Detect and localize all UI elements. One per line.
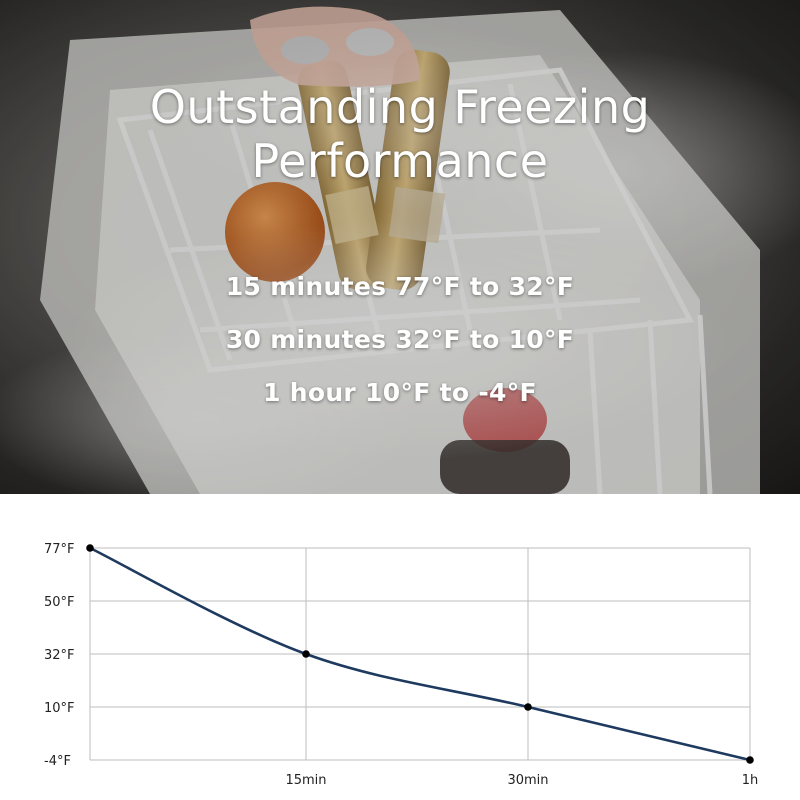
temperature-series-line xyxy=(89,546,751,762)
y-axis-tick-labels: 77°F 50°F 32°F 10°F -4°F xyxy=(44,542,75,769)
x-tick-label-15min: 15min xyxy=(285,773,326,788)
data-point-2 xyxy=(524,703,532,711)
data-point-0 xyxy=(86,544,94,552)
x-axis-tick-labels: 15min 30min 1h xyxy=(285,773,758,788)
spec-line-30-minutes: 30 minutes 32°F to 10°F xyxy=(225,325,575,354)
x-tick-label-1h: 1h xyxy=(742,773,759,788)
hero-photo-panel: Outstanding Freezing Performance 15 minu… xyxy=(0,0,800,494)
hero-title-line-1: Outstanding Freezing xyxy=(149,80,651,134)
chart-grid xyxy=(89,547,751,761)
data-point-3 xyxy=(746,756,754,764)
spec-line-15-minutes: 15 minutes 77°F to 32°F xyxy=(225,272,575,301)
spec-line-1-hour: 1 hour 10°F to -4°F xyxy=(263,378,537,407)
y-tick-label-0: 77°F xyxy=(44,542,75,557)
data-point-1 xyxy=(302,650,310,658)
y-tick-label-2: 32°F xyxy=(44,648,75,663)
cooler-photo-illustration xyxy=(0,0,800,494)
y-tick-label-1: 50°F xyxy=(44,595,75,610)
cooling-curve-chart: 77°F 50°F 32°F 10°F -4°F 15min 30min 1h xyxy=(44,542,758,788)
y-tick-label-3: 10°F xyxy=(44,701,75,716)
x-tick-label-30min: 30min xyxy=(507,773,548,788)
hero-title-line-2: Performance xyxy=(251,134,549,188)
y-tick-label-4: -4°F xyxy=(44,754,71,769)
data-point-markers xyxy=(86,544,754,764)
